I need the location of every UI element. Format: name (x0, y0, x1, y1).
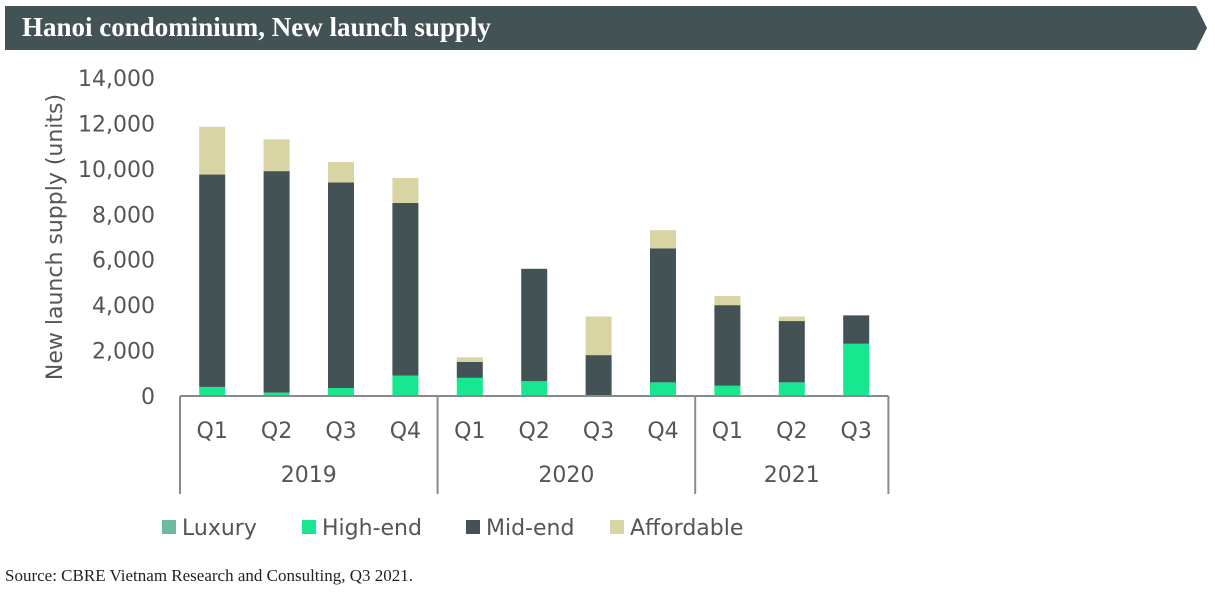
legend-label: Mid-end (486, 516, 574, 541)
page-title: Hanoi condominium, New launch supply (22, 12, 491, 42)
bar-affordable (263, 139, 290, 172)
x-tick-label: Q1 (197, 419, 228, 444)
y-tick-label: 10,000 (78, 158, 155, 183)
legend-swatch-affordable (610, 520, 624, 534)
title-banner (5, 6, 1207, 50)
bar-mid-end (650, 248, 676, 383)
y-axis: 0 2,000 4,000 6,000 8,000 10,000 12,000 14,000 N… (43, 67, 155, 410)
bar-mid-end (585, 355, 612, 396)
y-tick-label: 6,000 (92, 249, 155, 274)
legend-swatch-mid-end (466, 520, 480, 534)
bar-mid-end (328, 182, 354, 389)
y-tick-label: 4,000 (92, 294, 155, 319)
bar-high-end (456, 377, 483, 396)
legend-swatch-luxury (162, 520, 176, 534)
stacked-bar-chart: 0 2,000 4,000 6,000 8,000 10,000 12,000 14,000 N… (43, 67, 890, 541)
bar-high-end (843, 343, 870, 396)
title-banner-shape (5, 6, 1207, 50)
bar-mid-end (778, 321, 805, 383)
bar-mid-end (714, 305, 741, 386)
x-tick-label: Q3 (583, 419, 614, 444)
legend-label: High-end (322, 516, 422, 541)
bar-mid-end (392, 202, 419, 376)
bar-affordable (456, 357, 483, 362)
bar-affordable (392, 177, 419, 203)
y-tick-label: 0 (141, 385, 155, 410)
bar-high-end (521, 381, 548, 396)
x-tick-label: Q2 (776, 419, 807, 444)
bar-affordable (585, 316, 612, 356)
bars (199, 126, 870, 396)
legend-swatch-high-end (302, 520, 316, 534)
bar-high-end (714, 385, 741, 396)
bar-mid-end (456, 361, 483, 378)
legend: Luxury High-end Mid-end Affordable (162, 516, 743, 541)
bar-high-end (392, 375, 419, 396)
bar-mid-end (521, 268, 548, 382)
x-group-label: 2020 (538, 463, 594, 488)
source-note: Source: CBRE Vietnam Research and Consul… (5, 566, 414, 585)
bar-affordable (778, 316, 805, 322)
bar-high-end (199, 386, 226, 396)
x-axis: Q1 Q2 Q3 Q4 Q1 Q2 Q3 Q4 Q1 Q2 Q3 2019 2020 2021 (179, 395, 890, 494)
x-group-label: 2021 (764, 463, 820, 488)
y-tick-label: 12,000 (78, 112, 155, 137)
y-axis-title: New launch supply (units) (43, 94, 68, 380)
x-group-label: 2019 (281, 463, 337, 488)
x-tick-label: Q1 (454, 419, 485, 444)
bar-high-end (778, 382, 805, 396)
legend-label: Affordable (630, 516, 743, 541)
x-tick-label: Q3 (841, 419, 872, 444)
bar-mid-end (843, 315, 870, 344)
x-tick-label: Q4 (647, 419, 678, 444)
y-tick-label: 2,000 (92, 340, 155, 365)
bar-affordable (650, 230, 676, 249)
bar-affordable (328, 162, 354, 183)
bar-mid-end (263, 171, 290, 393)
y-tick-label: 8,000 (92, 203, 155, 228)
bar-high-end (328, 388, 354, 396)
bar-high-end (263, 392, 290, 396)
bar-affordable (199, 126, 226, 175)
bar-affordable (714, 296, 741, 306)
legend-label: Luxury (182, 516, 257, 541)
x-tick-label: Q2 (261, 419, 292, 444)
bar-mid-end (199, 174, 226, 387)
y-tick-label: 14,000 (78, 67, 155, 92)
bar-high-end (650, 382, 676, 396)
x-tick-label: Q4 (390, 419, 421, 444)
x-tick-label: Q1 (712, 419, 743, 444)
x-tick-label: Q3 (325, 419, 356, 444)
x-tick-label: Q2 (519, 419, 550, 444)
